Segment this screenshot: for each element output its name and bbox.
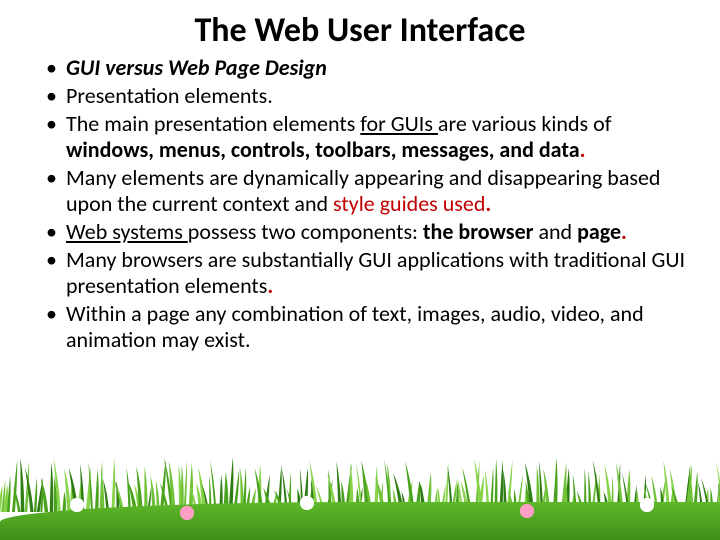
text-run: page — [577, 218, 621, 245]
text-run: GUI versus Web Page Design — [66, 54, 327, 81]
grass-fill — [0, 502, 720, 540]
flower-icon — [520, 504, 534, 518]
text-run: Many browsers are substantially GUI appl… — [66, 246, 685, 299]
text-run: windows, menus, controls, toolbars, mess… — [66, 136, 580, 163]
text-run: are various kinds of — [438, 110, 612, 137]
bullet-list: GUI versus Web Page DesignPresentation e… — [46, 55, 688, 352]
slide: The Web User Interface GUI versus Web Pa… — [0, 0, 720, 540]
text-run: style guides used — [333, 190, 485, 217]
bullet-item: Presentation elements. — [46, 83, 688, 109]
bullet-item: GUI versus Web Page Design — [46, 55, 688, 81]
text-run: the browser — [423, 218, 539, 245]
flower-icon — [640, 498, 654, 512]
flower-icon — [70, 498, 84, 512]
text-run: . — [580, 136, 586, 163]
text-run: possess two components: — [188, 218, 423, 245]
text-run: . — [621, 218, 627, 245]
grass-decoration — [0, 450, 720, 540]
bullet-item: Web systems possess two components: the … — [46, 219, 688, 245]
text-run: . — [267, 272, 273, 299]
text-run: Presentation elements. — [66, 82, 273, 109]
text-run: Within a page any combination of text, i… — [66, 300, 644, 353]
bullet-item: Many browsers are substantially GUI appl… — [46, 247, 688, 299]
text-run: for GUIs — [360, 110, 438, 137]
flower-icon — [180, 506, 194, 520]
text-run: . — [485, 190, 491, 217]
flower-icon — [300, 496, 314, 510]
slide-title: The Web User Interface — [0, 0, 720, 55]
grass-blades-icon — [0, 450, 720, 512]
bullet-item: Within a page any combination of text, i… — [46, 301, 688, 353]
text-run: and — [538, 218, 577, 245]
bullet-item: The main presentation elements for GUIs … — [46, 111, 688, 163]
bullet-item: Many elements are dynamically appearing … — [46, 165, 688, 217]
slide-body: GUI versus Web Page DesignPresentation e… — [0, 55, 720, 352]
text-run: The main presentation elements — [66, 110, 360, 137]
text-run: Web systems — [66, 218, 188, 245]
